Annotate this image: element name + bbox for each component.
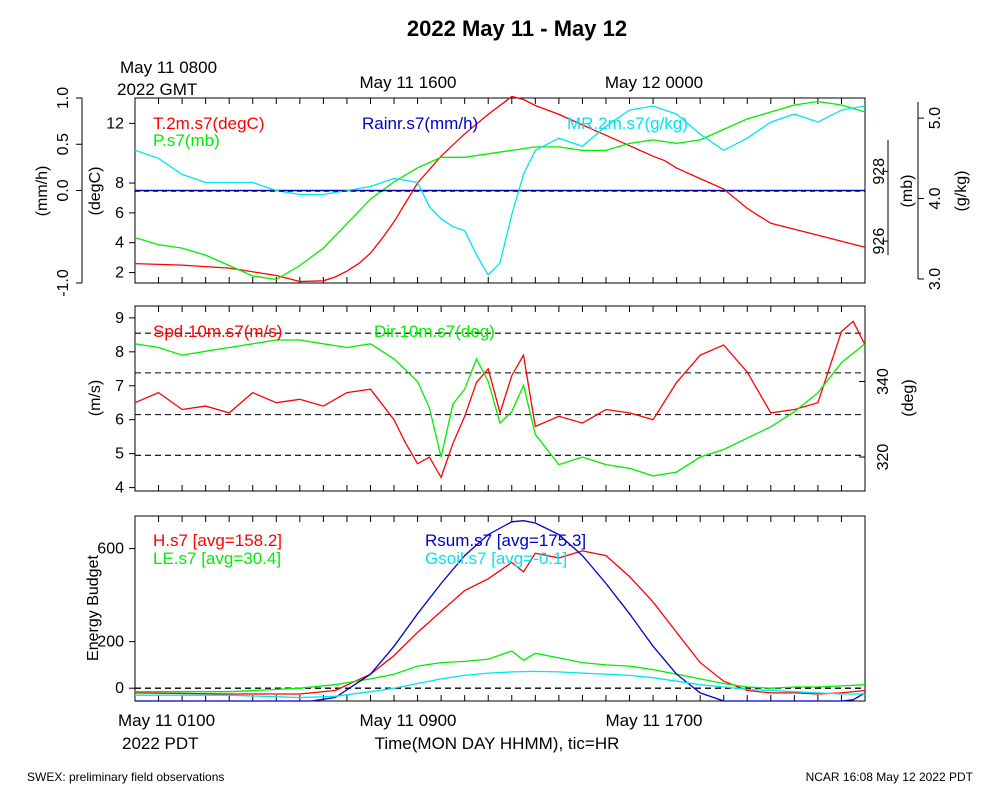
middle-dir-axis-label: (deg) xyxy=(900,379,917,416)
middle-legend-label: Dir.10m.s7(deg) xyxy=(374,322,495,341)
middle-dir-y-tick-label: 320 xyxy=(875,444,892,471)
top-series-mr-line xyxy=(134,105,866,277)
panel-temperature-pressure: -1.0 0.0 0.5 1.0 (mm/h) 2 4 6 8 12 (degC) 926 928 (mb… xyxy=(34,87,970,297)
bottom-series-rsum-line xyxy=(135,520,866,702)
top-degc-y-tick-label: 4 xyxy=(115,235,124,252)
bottom-legend-label: Rsum.s7 [avg=175.3] xyxy=(425,531,586,550)
bottom-series-le-line xyxy=(135,650,866,693)
bottom-energy-axis-label: Energy Budget xyxy=(85,555,102,661)
top-time-start-line1: May 11 0800 xyxy=(120,58,217,77)
top-legend-label: Rainr.s7(mm/h) xyxy=(362,114,478,133)
middle-series-dir-line xyxy=(134,339,866,477)
middle-speed-y-tick-label: 6 xyxy=(115,412,124,429)
bottom-energy-y-tick-label: 600 xyxy=(97,541,124,558)
top-gkg-y-tick-label: 5.0 xyxy=(927,107,944,129)
top-degc-y-tick-label: 8 xyxy=(115,175,124,192)
bottom-legend-label: H.s7 [avg=158.2] xyxy=(153,531,282,550)
top-mmh-axis-label: (mm/h) xyxy=(34,166,51,217)
top-mb-y-tick-label: 926 xyxy=(871,228,888,255)
top-degc-y-tick-label: 6 xyxy=(115,205,124,222)
top-mmh-y-tick-label: 0.0 xyxy=(55,179,72,201)
top-gkg-y-tick-label: 3.0 xyxy=(927,268,944,290)
top-legend-label: P.s7(mb) xyxy=(153,131,220,150)
top-legend-label: T.2m.s7(degC) xyxy=(153,114,264,133)
top-degc-y-tick-label: 12 xyxy=(106,115,124,132)
middle-speed-y-tick-label: 5 xyxy=(115,446,124,463)
top-degc-y-tick-label: 2 xyxy=(115,265,124,282)
bottom-legend-label: Gsoil.s7 [avg=-0.1] xyxy=(425,549,567,568)
middle-speed-y-tick-label: 7 xyxy=(115,378,124,395)
bottom-series-h-line xyxy=(134,550,866,695)
middle-dir-y-tick-label: 340 xyxy=(875,368,892,395)
bottom-energy-y-tick-label: 200 xyxy=(97,634,124,651)
bottom-time-start-line1: May 11 0100 xyxy=(118,711,215,730)
middle-speed-y-tick-label: 4 xyxy=(115,480,124,497)
top-series-t-line xyxy=(134,95,866,283)
middle-series-spd-line xyxy=(134,320,866,479)
bottom-time-mid2: May 11 1700 xyxy=(605,711,702,730)
top-mb-y-tick-label: 928 xyxy=(871,158,888,185)
top-mmh-y-tick-label: 0.5 xyxy=(55,133,72,155)
top-mmh-y-tick-label: 1.0 xyxy=(55,87,72,109)
top-time-start-line2: 2022 GMT xyxy=(117,80,197,99)
middle-speed-axis-label: (m/s) xyxy=(87,380,104,416)
top-gkg-axis-label: (g/kg) xyxy=(953,171,970,212)
bottom-time-start-line2: 2022 PDT xyxy=(122,734,199,753)
bottom-series-gsoil-line xyxy=(135,670,865,699)
top-degc-axis-label: (degC) xyxy=(87,167,104,216)
chart-title: 2022 May 11 - May 12 xyxy=(407,16,627,41)
footer-right: NCAR 16:08 May 12 2022 PDT xyxy=(806,770,974,784)
bottom-time-mid1: May 11 0900 xyxy=(359,711,456,730)
x-axis-label: Time(MON DAY HHMM), tic=HR xyxy=(375,734,620,753)
middle-speed-y-tick-label: 8 xyxy=(115,344,124,361)
bottom-energy-y-tick-label: 0 xyxy=(115,680,124,697)
footer-left: SWEX: preliminary field observations xyxy=(27,770,224,784)
middle-legend-label: Spd.10m.s7(m/s) xyxy=(153,322,282,341)
top-mb-axis-label: (mb) xyxy=(899,175,916,208)
bottom-panel-frame xyxy=(134,515,866,702)
top-gkg-y-tick-label: 4.0 xyxy=(927,187,944,209)
middle-speed-y-tick-label: 9 xyxy=(115,310,124,327)
top-mmh-y-tick-label: -1.0 xyxy=(55,269,72,297)
top-time-mid1: May 11 1600 xyxy=(359,73,456,92)
top-legend-label: MR.2m.s7(g/kg) xyxy=(567,114,688,133)
panel-wind: 4 5 6 7 8 9 (m/s) 320 340 (deg) Spd.10m.s7(m/s) Dir… xyxy=(87,305,917,497)
bottom-legend-label: LE.s7 [avg=30.4] xyxy=(153,549,281,568)
top-series-p-line xyxy=(134,100,866,281)
middle-panel-frame xyxy=(134,305,866,492)
top-time-mid2: May 12 0000 xyxy=(605,73,703,92)
